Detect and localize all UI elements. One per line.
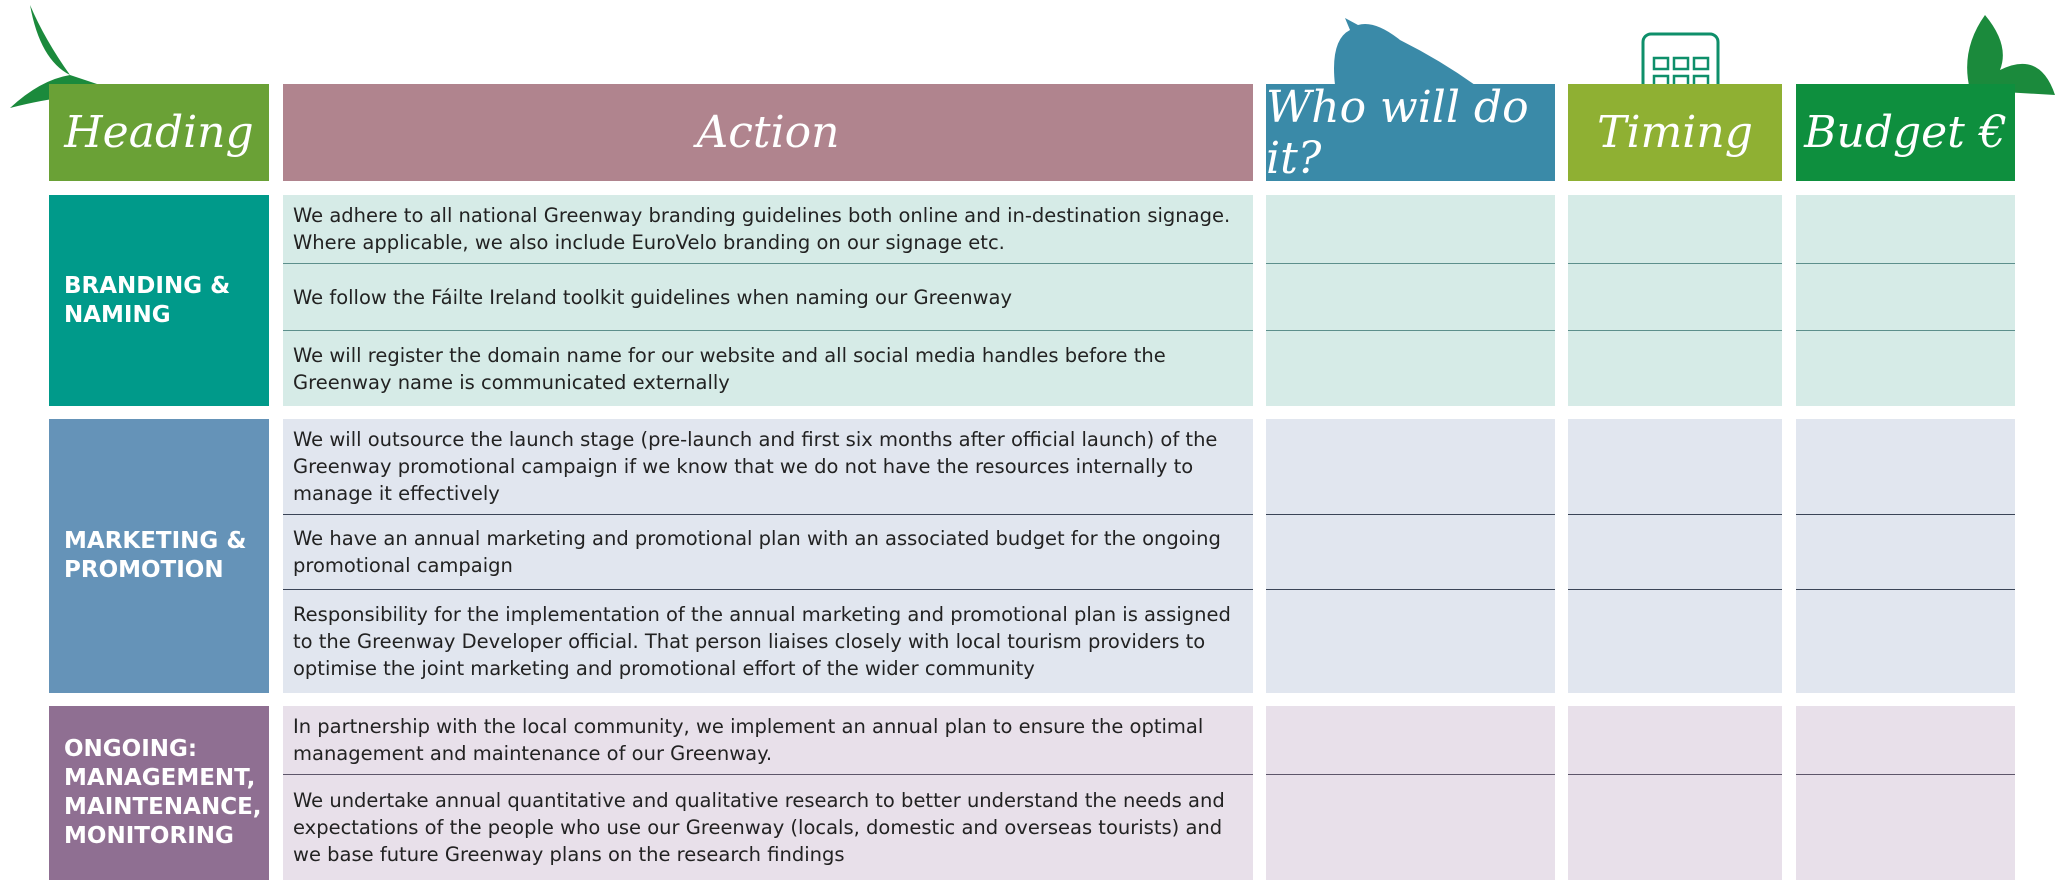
action-cell: In partnership with the local community,… [283,706,1253,774]
section-heading-text: ONGOING: MANAGEMENT, MAINTENANCE, MONITO… [64,736,262,849]
action-cell-text: We will register the domain name for our… [293,343,1166,394]
column-header-text: Budget € [1804,107,2007,158]
action-cell: We undertake annual quantitative and qua… [283,774,1253,880]
empty-cell [1266,330,1555,406]
section-heading-text: BRANDING & NAMING [64,272,231,328]
empty-cell [1796,774,2015,880]
empty-cell [1568,706,1782,774]
column-header: Budget € [1796,84,2015,181]
action-cell: We adhere to all national Greenway brand… [283,195,1253,263]
empty-cell [1568,195,1782,263]
empty-cell [1568,330,1782,406]
empty-cell [1796,419,2015,514]
column-header: Timing [1568,84,1782,181]
empty-cell [1796,589,2015,693]
action-cell-text: In partnership with the local community,… [293,715,1204,765]
empty-cell [1266,774,1555,880]
action-cell: We will outsource the launch stage (pre-… [283,419,1253,514]
column-header: Who will do it? [1266,81,1555,184]
action-cell: Responsibility for the implementation of… [283,589,1253,693]
action-cell: We follow the Fáilte Ireland toolkit gui… [283,263,1253,330]
empty-cell [1568,419,1782,514]
empty-cell [1796,330,2015,406]
empty-cell [1266,195,1555,263]
empty-cell [1568,589,1782,693]
column-header-text: Action [696,107,840,158]
empty-cell [1796,706,2015,774]
column-header: Action [283,84,1253,181]
empty-cell [1266,514,1555,589]
action-cell-text: We have an annual marketing and promotio… [293,527,1221,577]
column-header-text: Heading [64,107,254,158]
column-header-text: Timing [1597,107,1753,158]
empty-cell [1796,195,2015,263]
empty-cell [1796,263,2015,330]
action-cell: We will register the domain name for our… [283,330,1253,406]
empty-cell [1568,774,1782,880]
section-heading: BRANDING & NAMING [49,195,269,406]
empty-cell [1796,514,2015,589]
action-cell-text: We undertake annual quantitative and qua… [293,789,1225,866]
action-cell-text: We follow the Fáilte Ireland toolkit gui… [293,285,1013,309]
empty-cell [1568,514,1782,589]
action-cell-text: We will outsource the launch stage (pre-… [293,428,1218,505]
column-header: Heading [49,84,269,181]
empty-cell [1266,263,1555,330]
column-header-text: Who will do it? [1266,81,1529,184]
action-cell-text: We adhere to all national Greenway brand… [293,204,1231,254]
section-heading: ONGOING: MANAGEMENT, MAINTENANCE, MONITO… [49,706,269,880]
action-cell: We have an annual marketing and promotio… [283,514,1253,589]
empty-cell [1568,263,1782,330]
section-heading-text: MARKETING & PROMOTION [64,528,247,583]
section-heading: MARKETING & PROMOTION [49,419,269,693]
empty-cell [1266,706,1555,774]
action-cell-text: Responsibility for the implementation of… [293,603,1231,680]
empty-cell [1266,419,1555,514]
empty-cell [1266,589,1555,693]
